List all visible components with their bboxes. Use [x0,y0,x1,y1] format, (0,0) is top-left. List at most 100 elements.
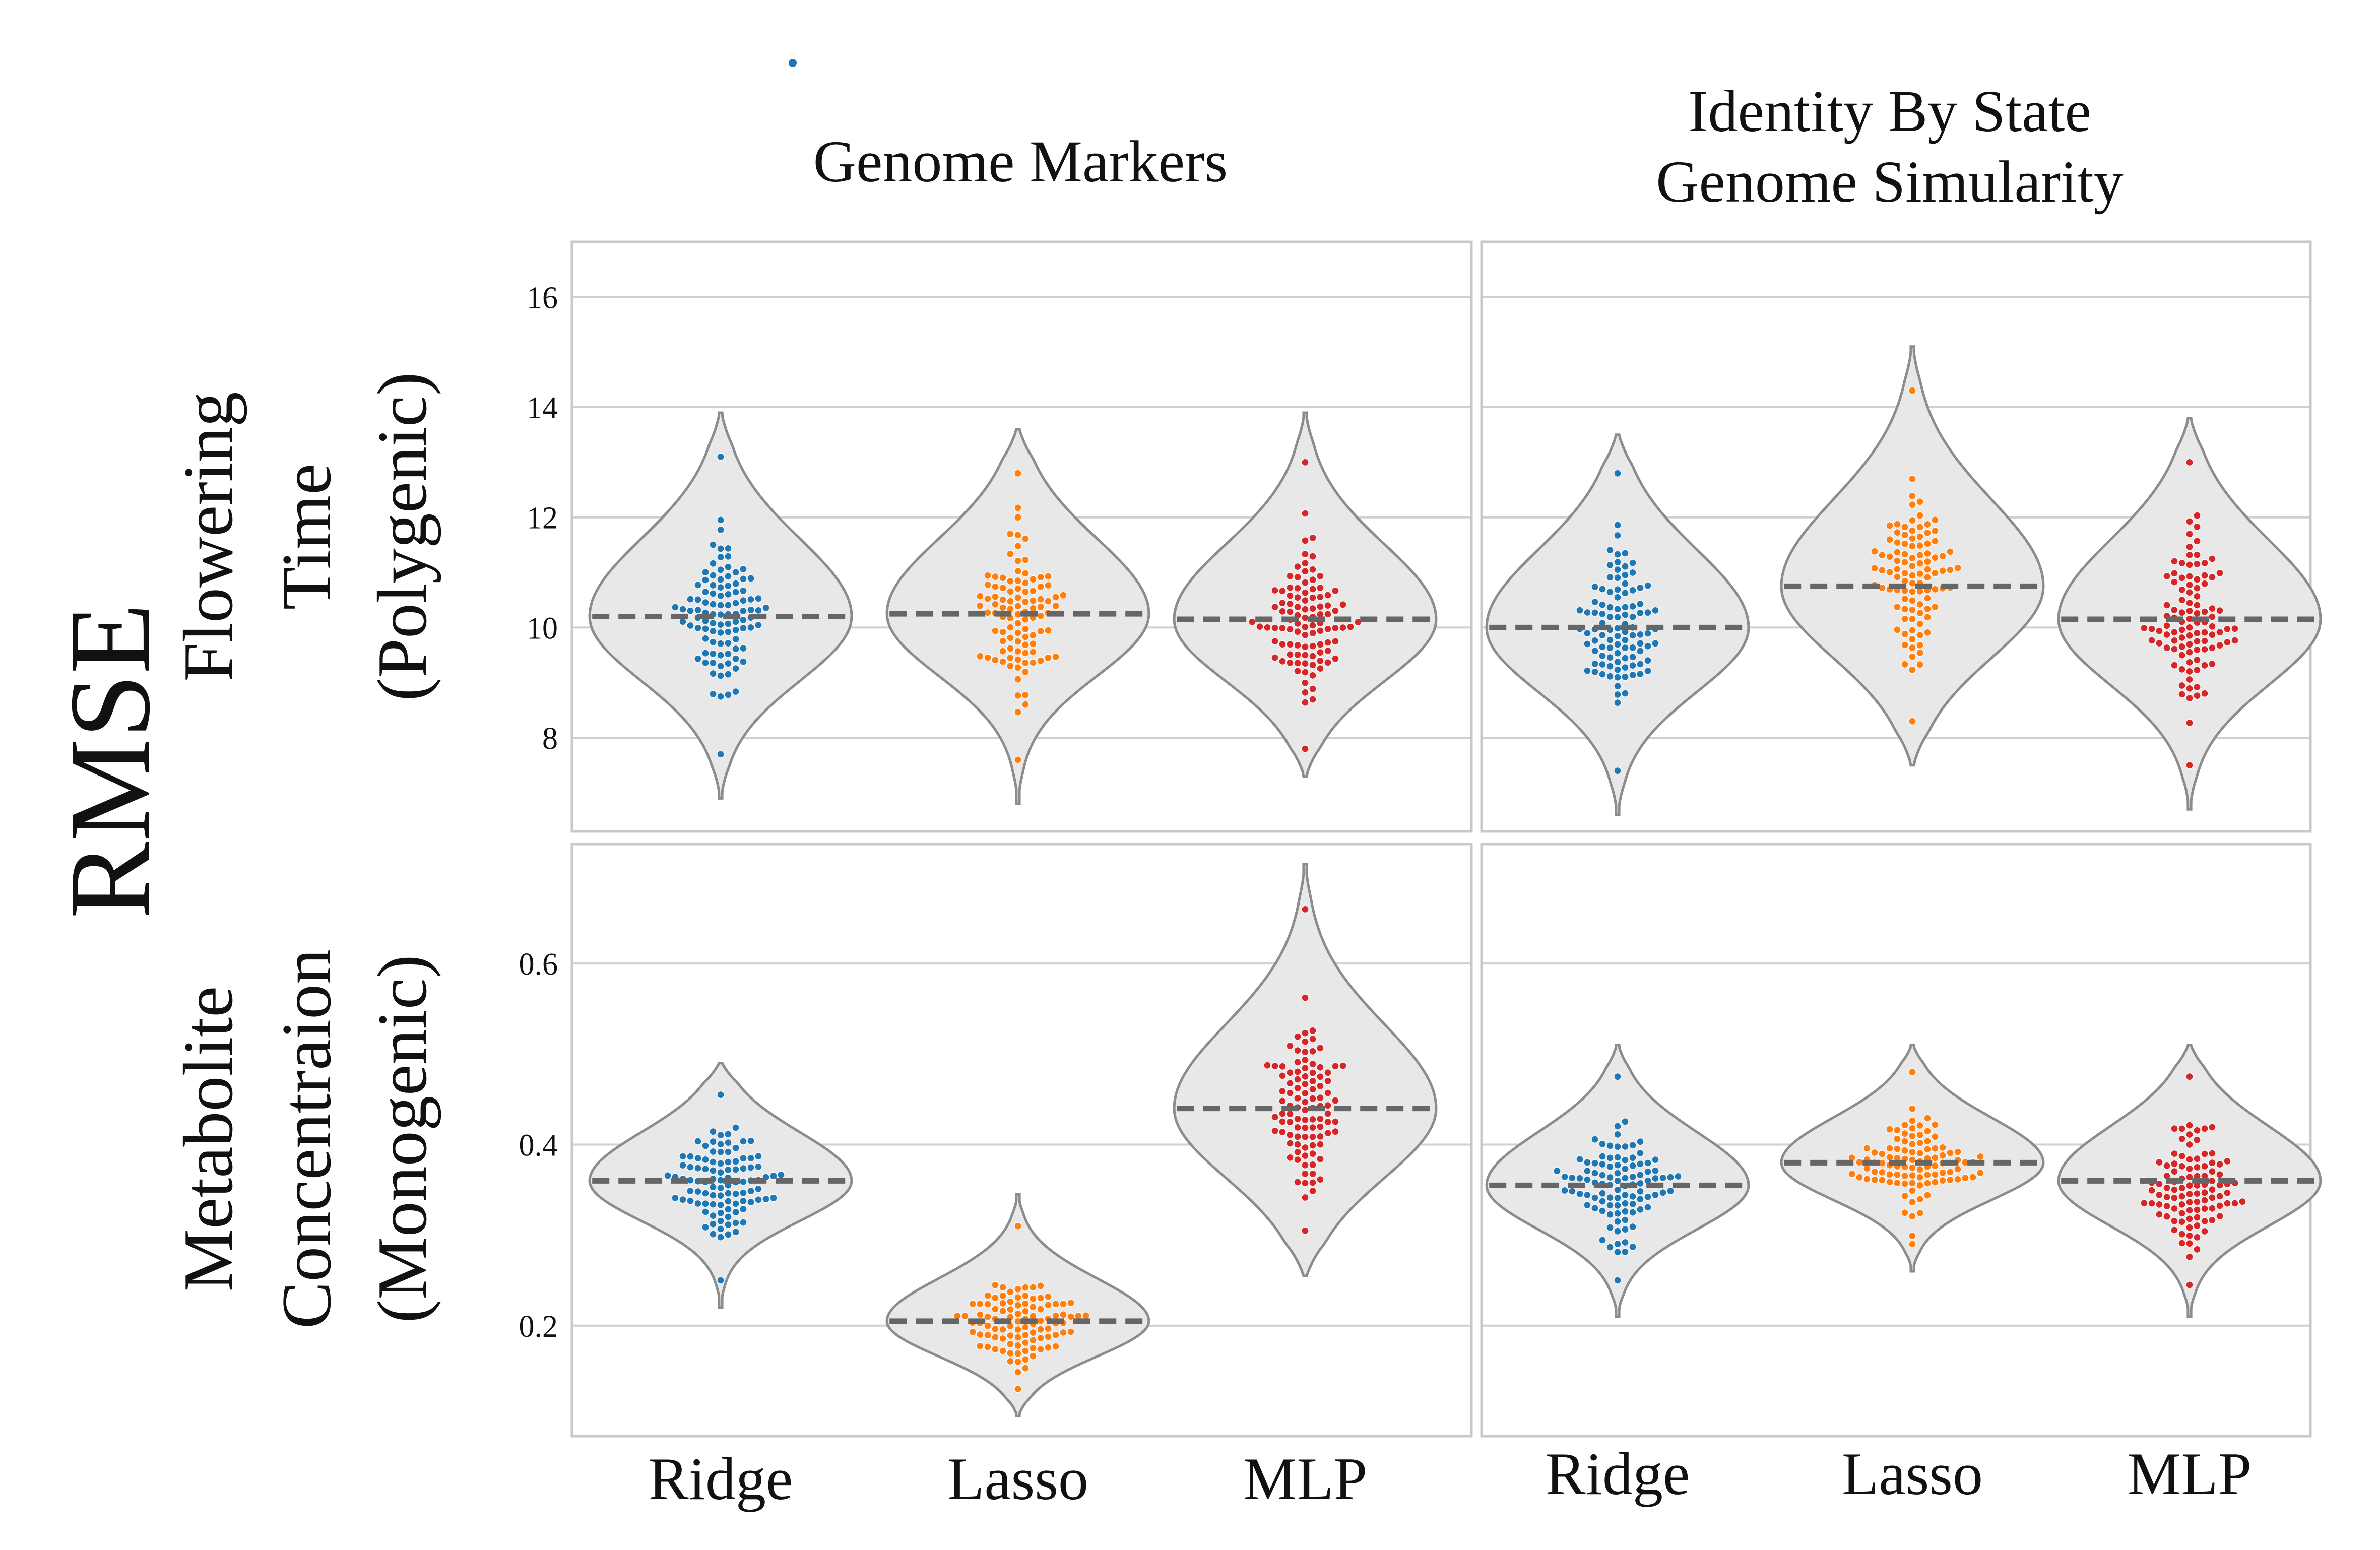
data-point [2185,640,2194,649]
data-point [1316,664,1324,673]
data-point [2178,1209,2186,1217]
data-point [1908,643,1916,652]
data-point [1598,1197,1606,1205]
data-point [1923,558,1932,566]
data-point [1614,1130,1622,1138]
data-point [1044,1325,1052,1333]
data-point [694,1154,702,1162]
data-point [1893,520,1901,529]
data-point [1614,1177,1622,1185]
data-point [999,658,1007,666]
data-point [1886,568,1894,576]
data-point [1324,1069,1332,1077]
data-point [1331,1096,1339,1105]
data-point [1908,1148,1916,1156]
data-point [1021,598,1030,606]
data-point [1014,1349,1022,1358]
data-point [1301,745,1309,753]
data-point [724,552,732,560]
data-point [1294,659,1302,667]
data-point [2185,1121,2194,1129]
data-point [1878,1176,1886,1184]
data-point [701,649,710,657]
data-point [1923,605,1932,613]
data-point [1636,1171,1644,1179]
data-point [2193,601,2201,609]
data-point [2193,560,2201,568]
data-point [1901,1146,1909,1154]
data-point [984,1313,992,1321]
data-point [1908,579,1916,587]
data-point [686,607,694,615]
data-point [2193,523,2201,531]
data-point [2185,1198,2194,1206]
x-tick-ridge: Ridge [1546,1440,1690,1507]
data-point [1946,566,1954,574]
data-point [1908,717,1916,725]
data-point [976,1330,984,1339]
data-point [1916,1149,1924,1157]
data-point [1629,568,1637,577]
data-point [1067,1328,1075,1336]
data-point [1301,567,1309,575]
data-point [1931,1171,1939,1179]
data-point [739,616,747,624]
data-point [1606,1162,1614,1171]
data-point [1893,1171,1901,1179]
data-point [1037,583,1045,591]
data-point [1606,1243,1614,1251]
data-point [1614,699,1622,707]
data-point [1294,641,1302,650]
data-point [1021,1355,1030,1364]
data-point [984,571,992,580]
data-point [1666,1187,1675,1195]
data-point [1908,516,1916,525]
data-point [1044,1301,1052,1309]
data-point [1878,1168,1886,1176]
data-point [2170,1186,2178,1194]
data-point [1037,573,1045,582]
data-point [1316,1082,1324,1090]
data-point [1583,1158,1591,1167]
data-point [2216,1202,2224,1210]
data-point [1614,673,1622,681]
y-tick-label: 16 [527,281,558,315]
data-point [1286,640,1294,649]
data-point [1014,1368,1022,1376]
data-point [1591,609,1599,617]
data-point [694,1199,702,1208]
data-point [739,607,747,615]
data-point [1606,672,1614,680]
data-point [1339,1062,1347,1070]
data-point [1029,640,1037,648]
data-point [724,1231,732,1239]
data-point [1908,1179,1916,1187]
data-point [1309,565,1317,573]
data-point [1908,554,1916,562]
data-point [717,1192,725,1200]
data-point [1878,1150,1886,1158]
data-point [1316,1094,1324,1102]
data-point [1606,1194,1614,1202]
data-point [717,662,725,670]
data-point [1614,690,1622,699]
data-point [1621,1142,1629,1151]
data-point [1006,577,1014,586]
data-point [1923,529,1932,537]
data-point [1044,626,1052,634]
data-point [1591,1169,1599,1177]
data-point [701,634,710,642]
data-point [2185,518,2194,526]
data-point [732,1144,740,1152]
data-point [1614,649,1622,657]
data-point [1301,1072,1309,1080]
data-point [1301,1048,1309,1056]
data-point [2216,1160,2224,1169]
data-point [701,1189,710,1197]
data-point [2201,1227,2209,1236]
row-title: (Polygenic) [363,372,441,701]
data-point [1916,551,1924,559]
data-point [717,453,725,461]
data-point [686,1163,694,1171]
data-point [1006,623,1014,631]
